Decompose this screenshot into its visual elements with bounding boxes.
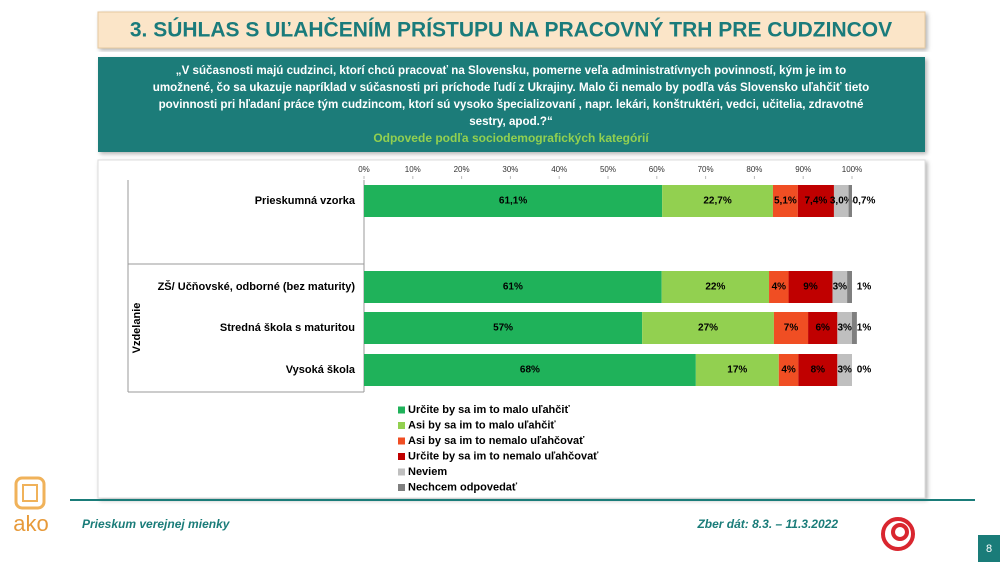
bar-segment (661, 271, 770, 303)
legend-swatch (398, 422, 405, 429)
x-tick-label: 0% (358, 165, 370, 174)
title-box (97, 11, 926, 49)
bar-segment (848, 185, 852, 217)
bar-segment (364, 312, 643, 344)
bar-segment (847, 271, 852, 303)
bar-segment (833, 185, 849, 217)
question-line: umožnené, čo sa ukazuje napríklad v súča… (153, 81, 869, 94)
value-label: 27% (698, 323, 718, 334)
value-label: 6% (815, 323, 830, 334)
x-tick-label: 90% (795, 165, 811, 174)
value-label: 22% (705, 282, 725, 293)
value-label: 0% (857, 365, 872, 376)
x-tick-label: 30% (502, 165, 518, 174)
bar-segment (837, 354, 852, 386)
legend-label: Asi by sa im to malo uľahčiť (408, 419, 556, 431)
question-line: sestry, apod.?“ (469, 115, 553, 128)
bar-segment (364, 354, 696, 386)
value-label: 3,0% (830, 196, 853, 207)
legend-swatch (398, 468, 405, 476)
bar-segment (773, 312, 809, 344)
x-tick-label: 100% (842, 165, 862, 174)
ako-logo: ako (13, 476, 49, 536)
value-label: 0,7% (853, 196, 876, 207)
legend-label: Určite by sa im to malo uľahčiť (408, 404, 570, 416)
bar-segment (797, 185, 834, 217)
value-label: 61,1% (499, 196, 527, 207)
value-label: 7,4% (804, 196, 827, 207)
value-label: 1% (857, 323, 872, 334)
legend-swatch (398, 406, 405, 414)
value-label: 57% (493, 323, 513, 334)
bar-segment (772, 185, 798, 217)
question-line: povinnosti pri hľadaní práce tým cudzinc… (159, 98, 864, 111)
bar-segment (832, 271, 848, 303)
bar-segment (837, 312, 852, 344)
legend-label: Určite by sa im to nemalo uľahčovať (408, 450, 599, 462)
value-label: 22,7% (703, 196, 731, 207)
value-label: 68% (520, 365, 540, 376)
bar-segment (364, 185, 663, 217)
value-label: 3% (837, 365, 852, 376)
legend-swatch (398, 484, 405, 491)
x-tick-label: 40% (551, 165, 567, 174)
legend-label: Nechcem odpovedať (408, 481, 518, 493)
x-tick-label: 80% (746, 165, 762, 174)
x-tick-label: 20% (454, 165, 470, 174)
value-label: 8% (811, 365, 826, 376)
bar-segment (695, 354, 779, 386)
value-label: 61% (503, 282, 523, 293)
bar-segment (642, 312, 774, 344)
page-number: 8 (986, 543, 992, 555)
category-label: ZŠ/ Učňovské, odborné (bez maturity) (158, 280, 356, 293)
bar-segment (662, 185, 773, 217)
bar-segment (798, 354, 838, 386)
legend-label: Neviem (408, 466, 447, 478)
value-label: 4% (772, 282, 787, 293)
value-label: 4% (781, 365, 796, 376)
legend-swatch (398, 437, 405, 445)
footer-right: Zber dát: 8.3. – 11.3.2022 (696, 517, 838, 531)
page-number-box (978, 535, 1000, 562)
logo-text: ako (13, 511, 48, 536)
category-label: Stredná škola s maturitou (220, 322, 355, 334)
value-label: 17% (727, 365, 747, 376)
value-label: 7% (784, 323, 799, 334)
x-tick-label: 70% (698, 165, 714, 174)
legend-swatch (398, 453, 405, 460)
category-label: Vysoká škola (286, 364, 356, 376)
value-label: 3% (837, 323, 852, 334)
value-label: 3% (833, 282, 848, 293)
footer-left: Prieskum verejnej mienky (82, 517, 231, 531)
x-tick-label: 10% (405, 165, 421, 174)
subtitle: Odpovede podľa sociodemografických kateg… (373, 131, 649, 145)
legend-label: Asi by sa im to nemalo uľahčovať (408, 435, 585, 447)
bar-segment (852, 312, 857, 344)
bar-segment (778, 354, 799, 386)
category-label: Prieskumná vzorka (255, 195, 356, 207)
spiral-logo (881, 517, 915, 551)
question-box (98, 57, 925, 152)
slide-title: 3. SÚHLAS S UĽAHČENÍM PRÍSTUPU NA PRACOV… (130, 18, 892, 42)
group-label: Vzdelanie (131, 303, 143, 354)
x-tick-label: 60% (649, 165, 665, 174)
value-label: 5,1% (774, 196, 797, 207)
value-label: 1% (857, 282, 872, 293)
bar-segment (788, 271, 833, 303)
question-line: „V súčasnosti majú cudzinci, ktorí chcú … (176, 64, 846, 77)
x-tick-label: 50% (600, 165, 616, 174)
value-label: 9% (803, 282, 818, 293)
bar-segment (364, 271, 662, 303)
bar-segment (808, 312, 838, 344)
bar-segment (769, 271, 789, 303)
